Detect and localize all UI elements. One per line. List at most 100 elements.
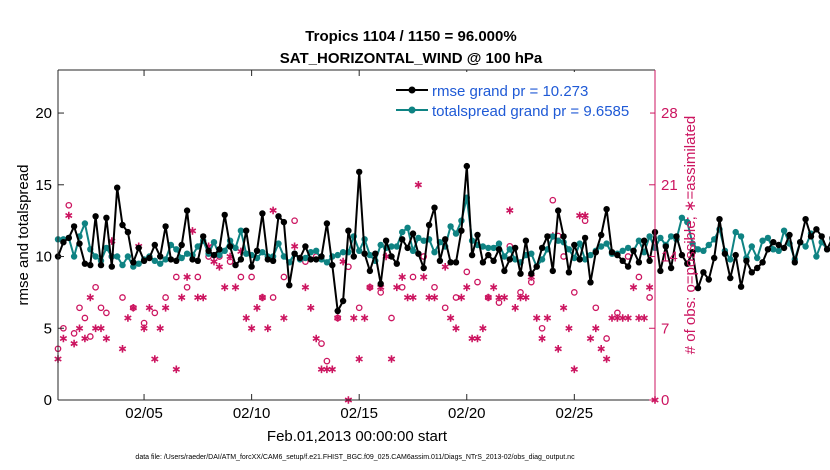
obs-assimilated-marker	[479, 324, 487, 333]
rmse-point	[780, 244, 788, 252]
legend-spread-label: totalspread grand pr = 9.6585	[432, 103, 629, 120]
rmse-point	[200, 233, 207, 240]
obs-possible-marker	[463, 268, 471, 276]
rmse-point	[802, 216, 809, 223]
obs-possible-marker	[183, 283, 191, 291]
rmse-point	[334, 307, 341, 315]
obs-assimilated-marker	[387, 355, 396, 363]
spread-point	[528, 250, 535, 257]
spread-point	[243, 250, 250, 257]
spread-point	[667, 233, 675, 240]
spread-point	[114, 253, 121, 260]
obs-assimilated-marker	[543, 314, 552, 322]
rmse-point	[823, 246, 830, 253]
obs-possible-marker	[592, 304, 600, 312]
rmse-point	[538, 244, 546, 252]
rmse-point	[415, 250, 422, 257]
obs-possible-marker	[269, 294, 277, 301]
spread-point	[619, 247, 626, 254]
rmse-point	[657, 267, 664, 275]
obs-assimilated-marker	[592, 324, 600, 333]
spread-point	[119, 261, 126, 269]
rmse-point	[565, 269, 573, 276]
obs-assimilated-marker	[463, 283, 471, 292]
obs-assimilated-marker	[290, 242, 299, 251]
rmse-point	[393, 260, 400, 267]
spread-point	[366, 251, 374, 259]
rmse-point	[291, 250, 298, 257]
rmse-point	[280, 218, 288, 226]
rmse-point	[646, 257, 653, 264]
chart-title-line-2: SAT_HORIZONTAL_WIND @ 100 hPa	[280, 50, 543, 67]
rmse-point	[183, 207, 191, 214]
obs-possible-marker	[172, 273, 180, 281]
obs-possible-marker	[452, 294, 460, 301]
obs-assimilated-marker	[253, 304, 261, 312]
rmse-point	[114, 184, 121, 191]
obs-possible-marker	[409, 273, 417, 281]
rmse-point	[269, 257, 277, 264]
spread-point	[221, 247, 228, 254]
obs-assimilated-marker	[398, 273, 406, 281]
obs-assimilated-marker	[183, 273, 191, 281]
spread-point	[173, 246, 180, 253]
rmse-point	[748, 269, 755, 276]
obs-possible-marker	[603, 335, 610, 342]
rmse-point	[495, 246, 503, 253]
obs-assimilated-marker	[452, 324, 460, 333]
rmse-point	[759, 259, 766, 266]
rmse-point	[791, 259, 798, 266]
rmse-point	[485, 251, 492, 259]
obs-assimilated-marker	[221, 283, 229, 292]
rmse-point	[522, 237, 530, 244]
obs-assimilated-marker	[441, 263, 449, 271]
obs-possible-marker	[549, 196, 557, 204]
obs-possible-marker	[70, 330, 78, 337]
spread-point	[495, 240, 503, 247]
y-tick-label-left: 0	[44, 392, 52, 409]
rmse-point	[135, 244, 142, 252]
spread-point	[302, 254, 309, 262]
spread-point	[393, 243, 400, 250]
rmse-point	[108, 263, 116, 270]
rmse-point	[296, 254, 304, 262]
rmse-point	[216, 246, 223, 253]
rmse-point	[366, 267, 374, 275]
rmse-point	[452, 259, 460, 266]
rmse-point	[667, 264, 675, 272]
obs-assimilated-marker	[602, 355, 611, 363]
rmse-point	[382, 237, 390, 244]
chart-title-line-1: Tropics 1104 / 1150 = 96.000%	[305, 28, 516, 45]
obs-assimilated-marker	[258, 293, 267, 302]
spread-point	[447, 223, 454, 230]
rmse-point	[286, 282, 293, 289]
spread-point	[135, 260, 142, 267]
rmse-point	[635, 259, 643, 266]
spread-point	[237, 227, 245, 234]
rmse-point	[662, 243, 669, 250]
rmse-point	[673, 233, 680, 240]
rmse-point	[807, 233, 815, 240]
obs-assimilated-marker	[75, 324, 84, 333]
spread-point	[194, 243, 201, 250]
spread-point	[313, 247, 320, 254]
rmse-point	[517, 270, 524, 277]
rmse-point	[587, 279, 594, 286]
spread-point	[770, 246, 777, 253]
rmse-point	[205, 247, 212, 254]
spread-point	[183, 250, 191, 257]
spread-point	[501, 253, 508, 260]
spread-point	[737, 233, 745, 240]
obs-assimilated-marker	[215, 263, 224, 271]
obs-assimilated-marker	[264, 324, 272, 333]
rmse-point	[87, 261, 94, 269]
obs-assimilated-marker	[629, 283, 638, 292]
legend-spread-marker	[408, 106, 416, 114]
rmse-point	[705, 276, 712, 283]
rmse-point	[189, 256, 196, 263]
obs-possible-marker	[65, 201, 73, 209]
rmse-point	[624, 263, 632, 270]
rmse-point	[592, 249, 599, 256]
spread-point	[748, 243, 755, 250]
